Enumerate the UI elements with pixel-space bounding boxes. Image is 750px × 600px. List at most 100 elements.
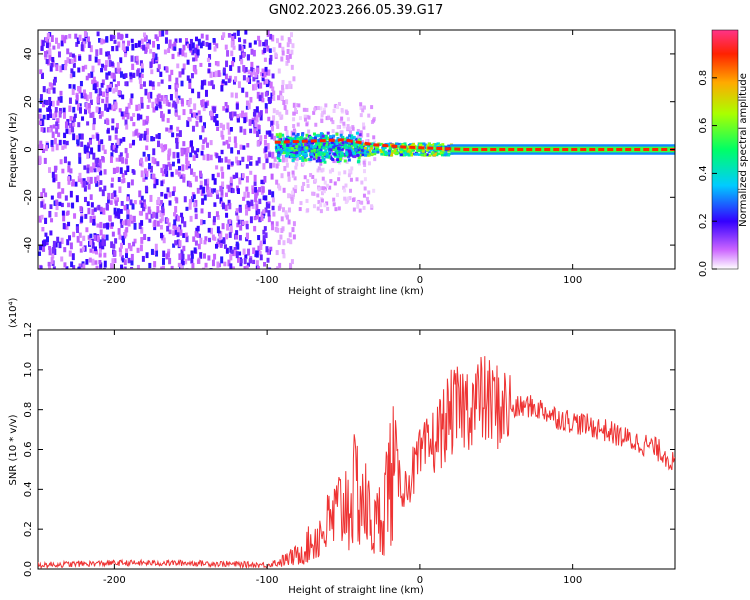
heatmap-cell [322, 107, 326, 112]
heatmap-cell [160, 143, 164, 149]
heatmap-cell [98, 187, 102, 192]
heatmap-cell [327, 136, 331, 140]
heatmap-cell [166, 225, 170, 232]
heatmap-cell [98, 260, 102, 265]
heatmap-cell [271, 73, 275, 79]
heatmap-cell [72, 231, 76, 238]
heatmap-cell [287, 193, 291, 199]
heatmap-cell [342, 124, 346, 129]
heatmap-cell [287, 84, 291, 90]
heatmap-cell [130, 38, 134, 43]
heatmap-cell [229, 176, 233, 183]
heatmap-cell [280, 228, 284, 234]
heatmap-cell [317, 156, 321, 160]
heatmap-cell [275, 149, 279, 153]
heatmap-cell [421, 150, 425, 153]
heatmap-cell [339, 141, 343, 145]
heatmap-cell [369, 144, 373, 148]
heatmap-cell [253, 174, 257, 182]
heatmap-cell [206, 178, 210, 185]
heatmap-cell [220, 130, 224, 138]
heatmap-cell [357, 138, 361, 142]
heatmap-cell [83, 31, 87, 37]
heatmap-cell [321, 186, 325, 191]
heatmap-cell [106, 119, 110, 126]
heatmap-cell [95, 180, 99, 187]
heatmap-cell [262, 195, 266, 201]
heatmap-cell [181, 68, 185, 75]
heatmap-cell [147, 39, 151, 45]
heatmap-cell [247, 248, 251, 256]
heatmap-cell [249, 155, 253, 160]
heatmap-cell [268, 189, 272, 195]
heatmap-cell [51, 171, 55, 178]
heatmap-cell [241, 52, 245, 58]
heatmap-cell [366, 150, 370, 154]
heatmap-cell [295, 144, 299, 148]
heatmap-cell [131, 203, 135, 210]
heatmap-cell [119, 218, 123, 224]
heatmap-cell [386, 142, 390, 146]
heatmap-cell [89, 45, 93, 53]
heatmap-cell [110, 263, 114, 269]
heatmap-cell [356, 136, 360, 141]
heatmap-cell [235, 208, 239, 213]
heatmap-cell [52, 124, 56, 129]
heatmap-cell [224, 81, 228, 86]
heatmap-cell [172, 230, 176, 236]
heatmap-cell [98, 253, 102, 258]
heatmap-cell [199, 237, 203, 244]
heatmap-cell [51, 100, 55, 107]
heatmap-cell [62, 222, 66, 230]
heatmap-cell [316, 193, 320, 198]
heatmap-cell [350, 148, 354, 152]
heatmap-cell [145, 135, 149, 143]
heatmap-cell [188, 82, 192, 90]
heatmap-cell [178, 38, 182, 43]
heatmap-cell [153, 219, 157, 227]
heatmap-cell [279, 90, 283, 96]
heatmap-cell [258, 40, 262, 47]
heatmap-cell [149, 165, 153, 173]
heatmap-cell [69, 242, 73, 250]
heatmap-cell [186, 180, 190, 187]
heatmap-cell [287, 137, 291, 141]
heatmap-cell [274, 226, 278, 232]
heatmap-cell [337, 143, 341, 147]
heatmap-cell [49, 101, 53, 106]
heatmap-cell [133, 238, 137, 244]
heatmap-cell [50, 218, 54, 223]
heatmap-cell [313, 144, 317, 148]
heatmap-cell [277, 136, 281, 142]
heatmap-cell [126, 209, 130, 215]
heatmap-cell [166, 187, 170, 193]
heatmap-cell [165, 127, 169, 132]
heatmap-cell [229, 180, 233, 186]
heatmap-cell [188, 97, 192, 105]
heatmap-cell [342, 146, 346, 150]
heatmap-cell [259, 243, 263, 250]
heatmap-cell [89, 92, 93, 99]
heatmap-cell [80, 216, 84, 223]
heatmap-cell [225, 233, 229, 240]
heatmap-cell [181, 253, 185, 260]
heatmap-cell [267, 116, 271, 122]
heatmap-cell [65, 128, 69, 134]
heatmap-cell [287, 219, 291, 225]
heatmap-cell [39, 69, 43, 75]
heatmap-cell [203, 194, 207, 201]
heatmap-cell [277, 205, 281, 211]
heatmap-cell [260, 92, 264, 99]
heatmap-cell [365, 154, 369, 157]
heatmap-cell [208, 62, 212, 67]
heatmap-cell [146, 104, 150, 110]
heatmap-cell [88, 257, 92, 263]
heatmap-cell [224, 192, 228, 197]
heatmap-cell [41, 40, 45, 47]
heatmap-cell [82, 180, 86, 188]
heatmap-cell [50, 195, 54, 200]
heatmap-cell [209, 192, 213, 198]
heatmap-cell [204, 236, 208, 242]
heatmap-cell [93, 83, 97, 89]
heatmap-cell [139, 60, 143, 66]
